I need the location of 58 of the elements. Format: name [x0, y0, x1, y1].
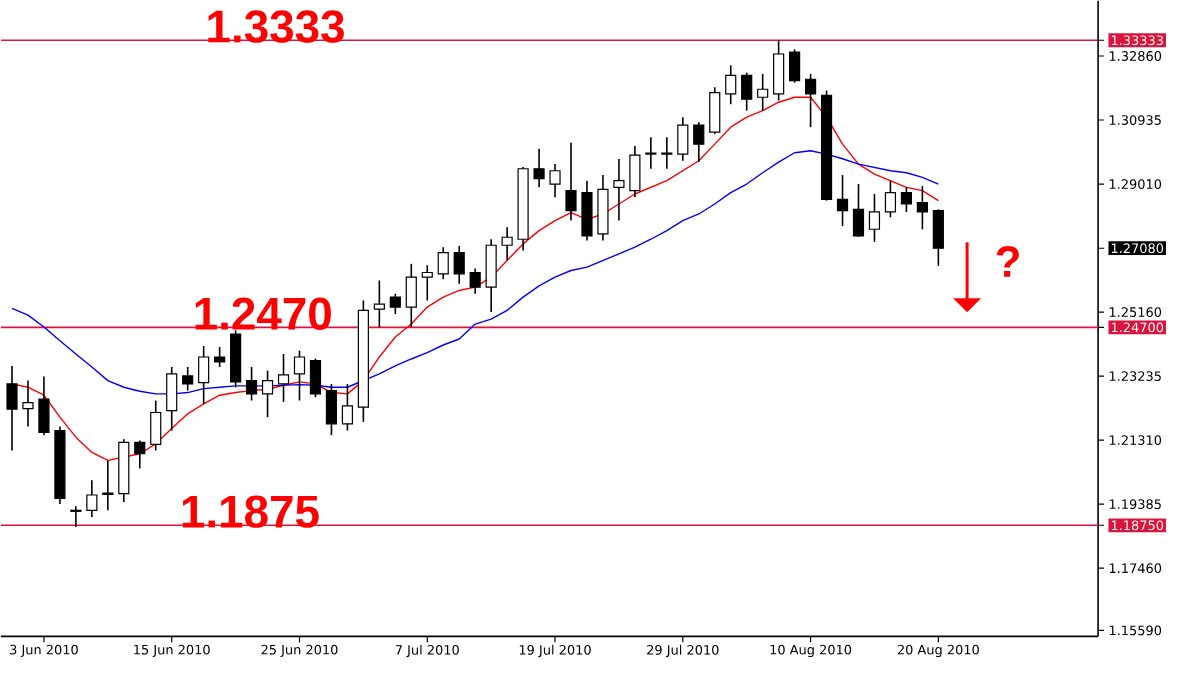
- candlestick: [549, 163, 561, 199]
- candlestick: [565, 142, 577, 222]
- candlestick: [70, 505, 82, 528]
- candlestick: [22, 380, 34, 428]
- candlestick: [38, 376, 50, 437]
- ref-line-label: 1.2470: [195, 297, 331, 331]
- candlestick: [900, 186, 913, 213]
- candlestick: [166, 366, 178, 432]
- candlestick: [581, 180, 593, 242]
- candlestick: [261, 370, 274, 419]
- candlestick: [102, 459, 114, 512]
- candlestick: [836, 174, 849, 227]
- candlestick: [230, 329, 242, 389]
- candlestick: [373, 279, 385, 329]
- candlestick: [932, 208, 944, 267]
- candlestick: [309, 358, 322, 399]
- candlestick: [6, 365, 18, 452]
- candlestick: [773, 39, 785, 102]
- candlestick: [501, 226, 513, 262]
- candlestick: [661, 136, 673, 170]
- candlestick: [325, 383, 338, 437]
- candlestick: [389, 293, 401, 316]
- candlestick: [645, 136, 657, 170]
- candlestick: [868, 193, 881, 243]
- candlestick: [725, 64, 737, 106]
- candlestick: [405, 263, 417, 329]
- candlestick: [437, 246, 449, 281]
- candlestick: [789, 48, 801, 84]
- candlestick: [597, 174, 609, 242]
- candlestick: [198, 345, 210, 405]
- candlestick: [277, 353, 290, 403]
- candlestick: [421, 264, 433, 302]
- candlestick: [150, 399, 162, 452]
- candlestick: [533, 148, 545, 189]
- candlestick: [677, 116, 689, 162]
- candlestick: [741, 72, 753, 112]
- candlestick: [916, 185, 928, 231]
- candlestick: [757, 73, 769, 112]
- candlestick: [341, 383, 353, 432]
- text: ?: [996, 246, 1019, 277]
- candlestick: [245, 366, 258, 402]
- candlestick: [884, 180, 897, 219]
- candlestick: [804, 73, 817, 129]
- candlestick: [214, 346, 226, 368]
- ref-line-label: 1.3333: [208, 10, 344, 44]
- candlestick: [709, 86, 721, 136]
- candlestick: [852, 183, 865, 238]
- candlestick: [629, 145, 641, 199]
- candlestick: [485, 238, 497, 314]
- candlestick: [693, 121, 705, 164]
- candlestick: [86, 479, 98, 518]
- candlestick: [453, 245, 465, 285]
- candlestick: [134, 439, 146, 470]
- ref-line-label: 1.1875: [182, 495, 319, 529]
- candlestick: [469, 267, 481, 295]
- candlestick: [613, 158, 625, 222]
- candlestick: [293, 350, 306, 402]
- candlestick: [182, 366, 194, 392]
